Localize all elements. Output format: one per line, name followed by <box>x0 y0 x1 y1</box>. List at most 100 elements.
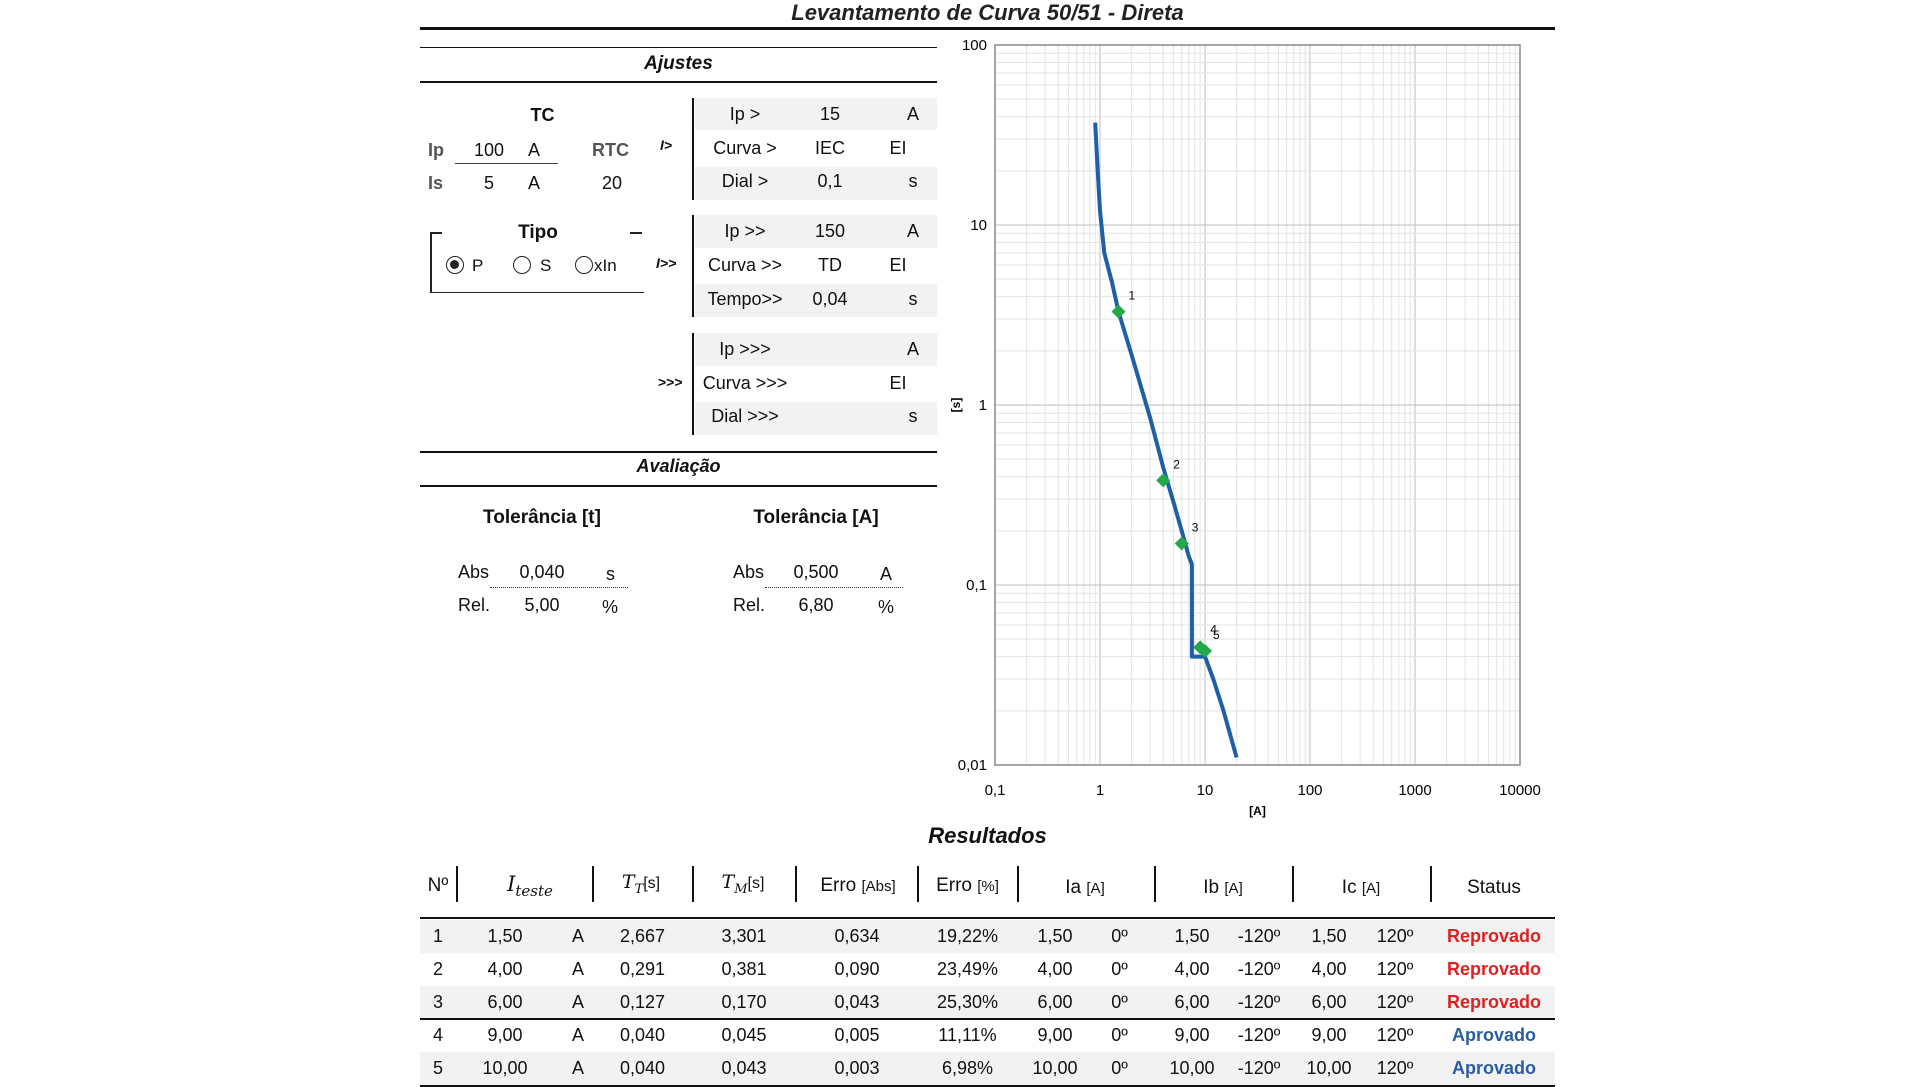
stage1-ip-value[interactable]: 15 <box>819 104 841 124</box>
ajustes-heading: Ajustes <box>644 53 713 74</box>
cell-n: 5 <box>432 1058 443 1078</box>
cell-n: 1 <box>432 926 443 946</box>
stage2-curva-value[interactable]: TD <box>818 255 842 275</box>
tol-a-rel-label: Rel. <box>733 595 766 615</box>
x-tick-label: 0,1 <box>985 782 1006 799</box>
cell-status: Aprovado <box>1451 1025 1536 1045</box>
avaliacao-bottom-rule <box>420 485 937 487</box>
x-tick-label: 1000 <box>1398 782 1431 799</box>
cell-ib: 9,00 <box>1174 1025 1210 1045</box>
cell-epct: 6,98% <box>941 1058 994 1078</box>
stage1-symbol: I> <box>660 137 673 153</box>
th-number: Nº <box>427 875 449 896</box>
cell-ia: 4,00 <box>1037 959 1073 979</box>
chart-grid <box>994 45 1520 766</box>
cell-status: Reprovado <box>1446 926 1542 946</box>
title-rule <box>420 27 1555 30</box>
cell-ic_ang: 120º <box>1376 926 1414 946</box>
cell-ia_ang: 0º <box>1111 1025 1128 1045</box>
tc-rtc-label: RTC <box>592 140 629 160</box>
chart-frame <box>994 44 1521 766</box>
cell-ic_ang: 120º <box>1376 992 1414 1012</box>
tc-rtc-value: 20 <box>601 173 623 193</box>
cell-i: 9,00 <box>487 1025 523 1045</box>
chart-markers: 1 2 3 45 <box>1111 289 1220 658</box>
tc-is-value[interactable]: 5 <box>483 173 494 193</box>
cell-tt: 0,040 <box>619 1025 666 1045</box>
stage2-tempo-value[interactable]: 0,04 <box>812 289 848 309</box>
stage2-tempo-unit: s <box>908 289 918 309</box>
cell-status: Reprovado <box>1446 992 1542 1012</box>
tipo-label-p: P <box>472 256 484 275</box>
stage3-ip-label: Ip >>> <box>719 339 771 359</box>
stage1-ip-unit: A <box>906 104 919 124</box>
marker-point <box>1156 473 1171 488</box>
cell-eabs: 0,005 <box>834 1025 880 1045</box>
tol-a-abs-value[interactable]: 0,500 <box>793 562 839 582</box>
stage2-ip-unit: A <box>906 221 919 241</box>
y-tick-label: 0,01 <box>958 757 987 774</box>
tol-t-rel-value[interactable]: 5,00 <box>524 595 560 615</box>
tol-a-rel-value[interactable]: 6,80 <box>798 595 834 615</box>
tipo-radio-s[interactable] <box>513 256 531 274</box>
tipo-bracket-left <box>430 232 442 234</box>
cell-ia_ang: 0º <box>1111 992 1128 1012</box>
stage3-dial-unit: s <box>908 406 918 426</box>
cell-tm: 0,045 <box>721 1025 767 1045</box>
tipo-label-s: S <box>540 256 552 275</box>
tc-heading: TC <box>530 105 555 125</box>
results-header-rule <box>420 917 1555 919</box>
marker-label: 5 <box>1213 628 1220 642</box>
stage2-ip-value[interactable]: 150 <box>814 221 846 241</box>
cell-ia_ang: 0º <box>1111 1058 1128 1078</box>
tc-ip-value[interactable]: 100 <box>473 140 505 160</box>
stage1-dial-value[interactable]: 0,1 <box>817 171 843 191</box>
avaliacao-heading: Avaliação <box>636 456 721 476</box>
cell-ia_ang: 0º <box>1111 926 1128 946</box>
cell-ic_ang: 120º <box>1376 1025 1414 1045</box>
th-tt: TT[s] <box>621 871 661 897</box>
curve-chart: 0,1 1 10 100 1000 10000 0,01 0,1 1 10 100 1 2 3 45 [A… <box>949 37 1541 818</box>
table-row: 5 10,00 A 0,040 0,043 0,003 6,98% 10,00 0º 10,00 -… <box>420 1052 1555 1085</box>
cell-unit: A <box>571 1058 584 1078</box>
stage1-ip-label: Ip > <box>729 104 761 124</box>
tc-ip-unit: A <box>528 140 541 160</box>
th-erro-abs: Erro [Abs] <box>820 875 896 896</box>
stage1-curva-value[interactable]: IEC <box>814 138 845 158</box>
stage1-dial-unit: s <box>908 171 918 191</box>
cell-tm: 3,301 <box>721 926 767 946</box>
cell-ia: 10,00 <box>1032 1058 1078 1078</box>
tol-a-heading: Tolerância [A] <box>753 507 879 528</box>
cell-tm: 0,381 <box>721 959 767 979</box>
marker-label: 1 <box>1128 289 1135 303</box>
tipo-radio-xin[interactable] <box>575 256 593 274</box>
chart-curve-line <box>1093 122 1239 759</box>
cell-ib_ang: -120º <box>1237 992 1281 1012</box>
cell-n: 2 <box>432 959 443 979</box>
cell-n: 3 <box>432 992 443 1012</box>
stage1-dial-label: Dial > <box>721 171 769 191</box>
page-title: Levantamento de Curva 50/51 - Direta <box>791 0 1184 25</box>
tipo-radio-p[interactable] <box>446 256 464 274</box>
ajustes-bottom-rule <box>420 81 937 83</box>
cell-tt: 0,127 <box>619 992 666 1012</box>
tol-t-abs-value[interactable]: 0,040 <box>519 562 565 582</box>
cell-n: 4 <box>432 1025 443 1045</box>
x-tick-label: 1 <box>1096 782 1104 799</box>
th-tm: TM[s] <box>721 871 765 897</box>
tol-t-abs-label: Abs <box>458 562 490 582</box>
stage3-curva-label: Curva >>> <box>702 373 788 393</box>
table-row: 3 6,00 A 0,127 0,170 0,043 25,30% 6,00 0º 6,00 -12… <box>420 986 1555 1019</box>
th-status: Status <box>1467 877 1521 898</box>
cell-eabs: 0,634 <box>834 926 880 946</box>
cell-unit: A <box>571 926 584 946</box>
stage2-symbol: I>> <box>656 255 677 271</box>
cell-unit: A <box>571 992 584 1012</box>
tipo-label-xin: xIn <box>594 256 617 275</box>
cell-ia: 9,00 <box>1037 1025 1073 1045</box>
x-tick-label: 10 <box>1197 782 1214 799</box>
stage2-tempo-label: Tempo>> <box>707 289 783 309</box>
cell-epct: 11,11% <box>938 1025 997 1045</box>
cell-ib: 6,00 <box>1174 992 1210 1012</box>
cell-ic: 6,00 <box>1311 992 1347 1012</box>
